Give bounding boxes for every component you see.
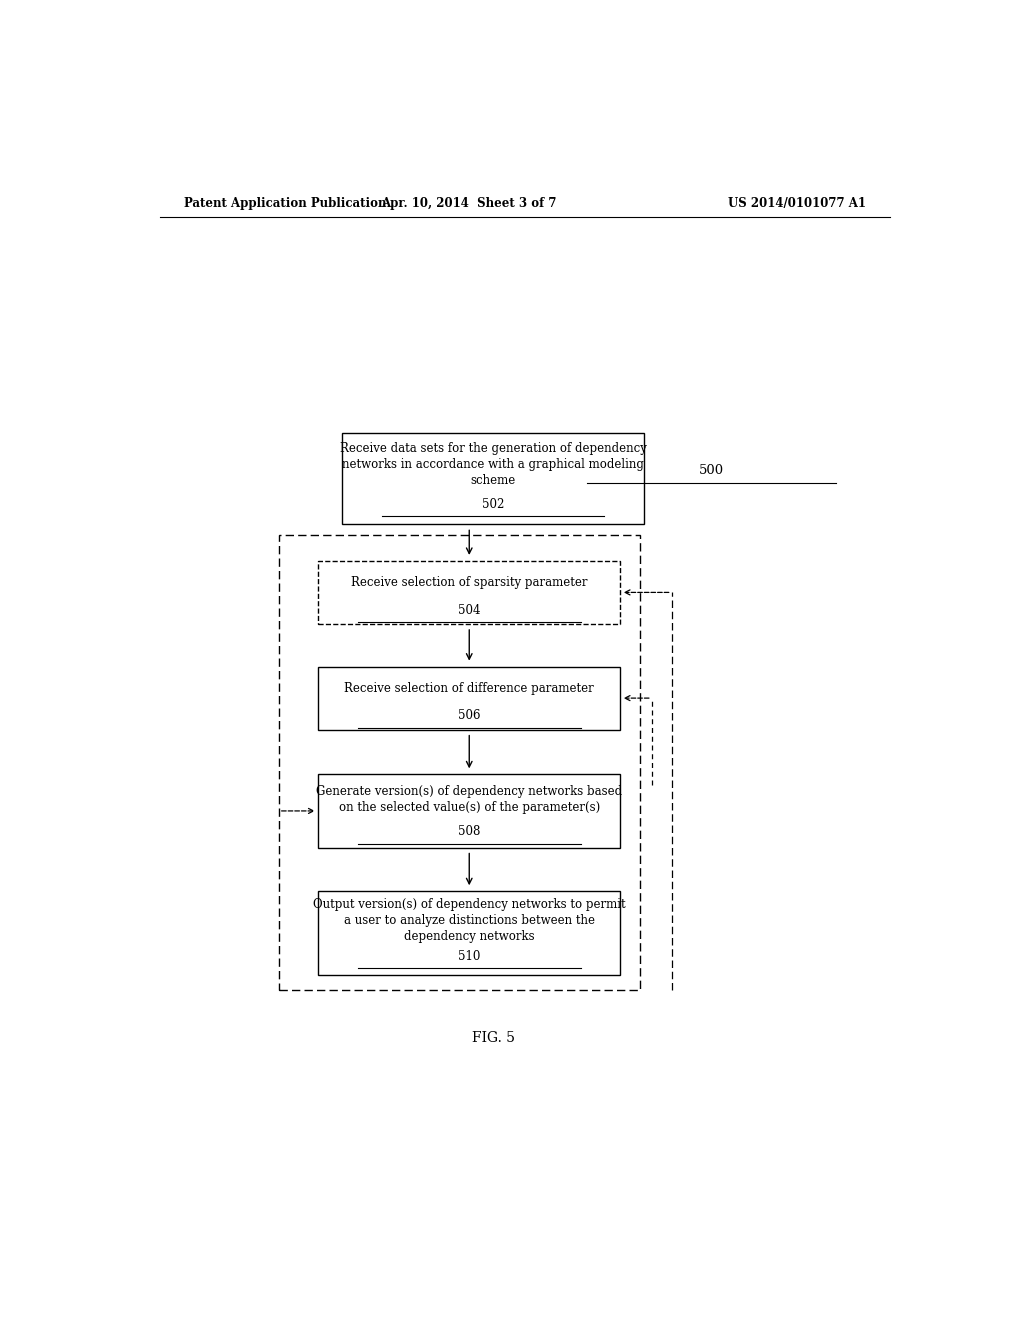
Text: 506: 506	[458, 709, 480, 722]
Text: Generate version(s) of dependency networks based
on the selected value(s) of the: Generate version(s) of dependency networ…	[316, 785, 623, 814]
Text: Receive selection of difference parameter: Receive selection of difference paramete…	[344, 682, 594, 696]
Bar	[318, 667, 621, 730]
Text: Receive selection of sparsity parameter: Receive selection of sparsity parameter	[351, 577, 588, 590]
Text: Patent Application Publication: Patent Application Publication	[183, 197, 386, 210]
Bar	[279, 536, 640, 990]
Text: Apr. 10, 2014  Sheet 3 of 7: Apr. 10, 2014 Sheet 3 of 7	[382, 197, 557, 210]
Text: 504: 504	[458, 603, 480, 616]
Text: 510: 510	[458, 949, 480, 962]
Text: Receive data sets for the generation of dependency
networks in accordance with a: Receive data sets for the generation of …	[340, 442, 646, 487]
Text: 508: 508	[458, 825, 480, 838]
Text: FIG. 5: FIG. 5	[472, 1031, 514, 1044]
Text: 500: 500	[698, 463, 724, 477]
Text: Output version(s) of dependency networks to permit
a user to analyze distinction: Output version(s) of dependency networks…	[313, 898, 626, 942]
Bar	[318, 775, 621, 847]
Bar	[318, 891, 621, 974]
Text: 502: 502	[482, 498, 504, 511]
Bar	[318, 561, 621, 624]
Bar	[342, 433, 644, 524]
Text: US 2014/0101077 A1: US 2014/0101077 A1	[728, 197, 866, 210]
